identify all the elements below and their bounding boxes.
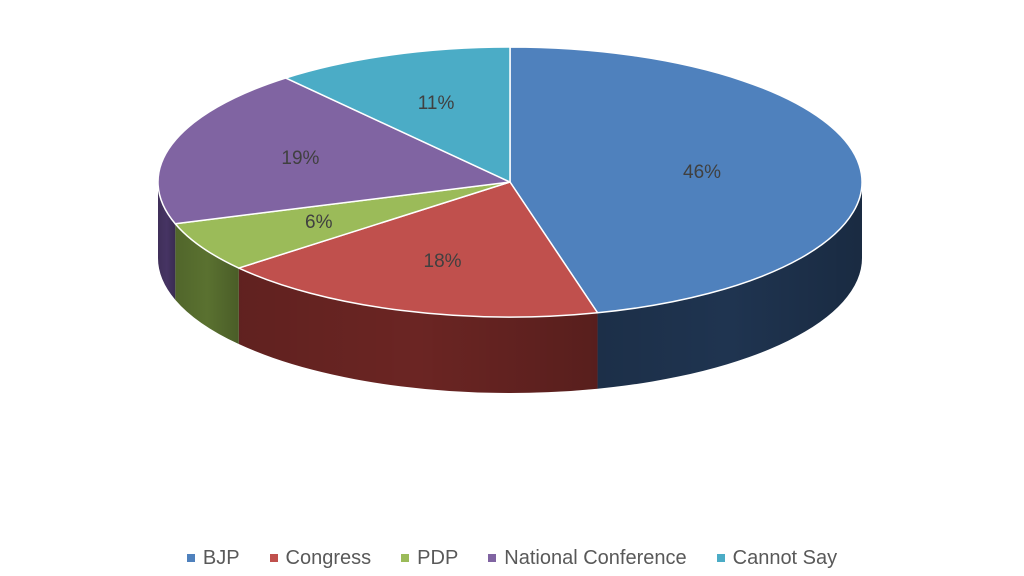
slice-side-shade [597, 182, 863, 389]
slice-congress [238, 181, 599, 318]
legend-swatch [488, 554, 497, 562]
legend-item-national-conference: National Conference [488, 546, 687, 570]
legend-label: Cannot Say [732, 546, 838, 569]
slice-bjp [509, 46, 863, 314]
legend-swatch [186, 554, 195, 562]
legend-item-congress: Congress [269, 546, 372, 570]
legend-label: BJP [202, 546, 240, 569]
slice-national-conference [157, 77, 511, 225]
legend-item-cannot-say: Cannot Say [716, 546, 838, 570]
slice-side-shade [158, 182, 176, 300]
legend-item-pdp: PDP [401, 547, 458, 570]
legend-label: Congress [285, 546, 372, 569]
slice-pdp [174, 181, 511, 269]
data-label-congress: 18% [424, 251, 462, 272]
data-label-national-conference: 19% [281, 148, 319, 169]
legend-item-bjp: BJP [186, 546, 240, 570]
legend-label: National Conference [504, 546, 687, 569]
pie-sides [158, 182, 863, 394]
slice-cannot-say [284, 46, 511, 183]
slice-side-shade [238, 268, 598, 394]
slice-side-shade [175, 223, 239, 345]
legend-label: PDP [417, 546, 459, 569]
data-label-cannot-say: 11% [418, 93, 455, 114]
data-label-bjp: 46% [683, 162, 721, 183]
slice-labels: 46% 18% 6% 19% 11% [281, 93, 721, 272]
legend-swatch [401, 554, 410, 562]
pie-slices [157, 46, 863, 318]
legend-swatch [269, 554, 278, 562]
chart-legend: BJP Congress PDP National Conference Cannot … [0, 540, 1024, 576]
legend-swatch [716, 554, 725, 562]
data-label-pdp: 6% [305, 212, 333, 233]
